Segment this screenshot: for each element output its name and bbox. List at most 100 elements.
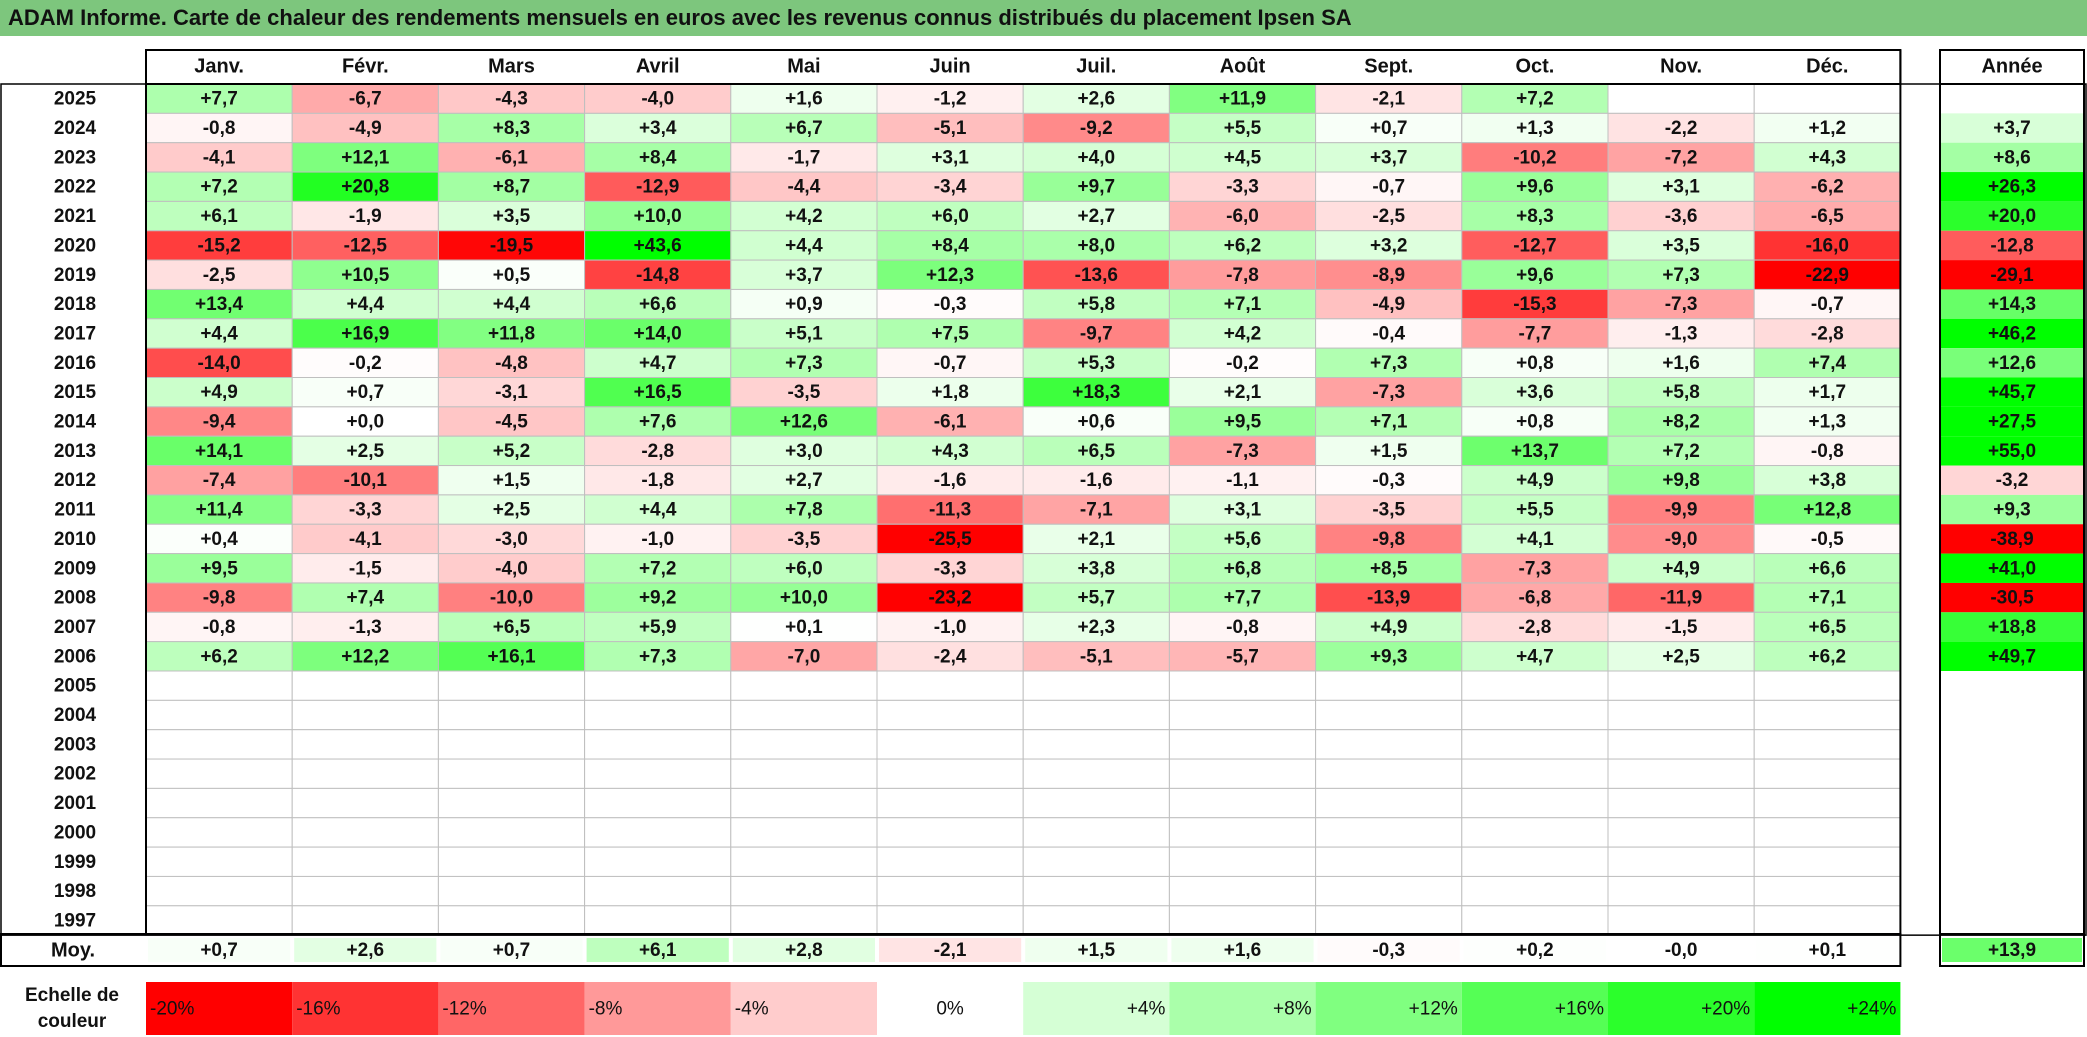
- heatmap-cell: [1607, 83, 1755, 114]
- heatmap-cell: [584, 200, 732, 232]
- cell-value: -11,3: [929, 500, 971, 521]
- annual-value: +41,0: [1988, 558, 2036, 579]
- cell-value: +0,7: [1370, 118, 1408, 139]
- heatmap-cell: [291, 142, 439, 173]
- cell-value: +7,5: [931, 323, 969, 344]
- average-cell: [294, 938, 437, 962]
- month-header-frame: [145, 49, 1902, 85]
- heatmap-cell: [145, 670, 293, 701]
- heatmap-cell: [584, 523, 732, 555]
- year-label: 2011: [54, 500, 96, 521]
- heatmap-cell: [437, 817, 586, 848]
- cell-value: +3,2: [1370, 235, 1408, 256]
- cell-value: +7,1: [1224, 294, 1262, 315]
- cell-value: +6,2: [200, 646, 238, 667]
- heatmap-cell: [584, 406, 732, 437]
- heatmap-cell: [1315, 465, 1463, 496]
- cell-value: -2,1: [1372, 89, 1405, 110]
- heatmap-cell: [1753, 465, 1901, 496]
- cell-value: +10,0: [780, 588, 828, 609]
- cell-value: +14,1: [195, 441, 244, 462]
- heatmap-cell: [730, 230, 878, 261]
- heatmap-cell: [1607, 318, 1755, 349]
- heatmap-cell: [291, 347, 439, 378]
- heatmap-cell: [437, 611, 586, 643]
- heatmap-cell: [291, 230, 439, 261]
- cell-value: -3,6: [1665, 206, 1698, 227]
- heatmap-cell: [1753, 699, 1901, 731]
- heatmap-cell: [1168, 200, 1317, 232]
- cell-value: +5,5: [1224, 118, 1262, 139]
- heatmap-cell: [876, 758, 1024, 789]
- heatmap-cell: [1022, 200, 1170, 232]
- cell-value: -7,1: [1080, 500, 1113, 521]
- heatmap-cell: [1753, 817, 1901, 848]
- heatmap-cell: [1461, 435, 1609, 467]
- heatmap-cell: [1461, 670, 1609, 701]
- cell-value: +6,6: [639, 294, 677, 315]
- annual-value: +18,8: [1988, 617, 2036, 638]
- heatmap-cell: [291, 846, 439, 877]
- heatmap-cell: [437, 288, 586, 320]
- annual-cell: [1940, 348, 2084, 378]
- scale-label: +16%: [1555, 999, 1604, 1020]
- year-label: 2004: [54, 705, 97, 726]
- scale-label: +20%: [1701, 999, 1750, 1020]
- average-value: -0,0: [1665, 940, 1698, 961]
- month-header-10: Oct.: [1515, 55, 1554, 77]
- annual-cell: [1940, 260, 2084, 290]
- cell-value: +7,3: [639, 646, 677, 667]
- cell-value: +4,3: [931, 441, 969, 462]
- cell-value: +0,0: [347, 412, 385, 433]
- cell-value: -0,4: [1372, 323, 1405, 344]
- heatmap-cell: [1461, 787, 1609, 819]
- cell-value: -3,1: [495, 382, 528, 403]
- cell-value: +7,4: [1809, 353, 1847, 374]
- heatmap-cell: [437, 846, 586, 877]
- scale-label: 0%: [936, 999, 964, 1020]
- heatmap-cell: [584, 758, 732, 789]
- heatmap-cell: [584, 259, 732, 290]
- heatmap-cell: [584, 787, 732, 819]
- cell-value: +3,7: [785, 265, 823, 286]
- heatmap-cell: [291, 787, 439, 819]
- cell-value: -0,7: [1811, 294, 1844, 315]
- cell-value: +7,7: [200, 89, 238, 110]
- heatmap-cell: [1461, 406, 1609, 437]
- cell-value: +9,7: [1078, 177, 1116, 198]
- cell-value: -9,2: [1080, 118, 1113, 139]
- cell-value: -1,5: [1665, 617, 1698, 638]
- cell-value: -4,3: [495, 89, 528, 110]
- cell-value: -4,0: [641, 89, 674, 110]
- cell-value: +4,9: [1370, 617, 1408, 638]
- heatmap-cell: [145, 729, 293, 760]
- cell-value: -0,2: [1226, 353, 1259, 374]
- heatmap-cell: [1168, 699, 1317, 731]
- heatmap-cell: [876, 259, 1024, 290]
- cell-value: +7,7: [1224, 588, 1262, 609]
- year-label: 2009: [54, 558, 96, 579]
- heatmap-cell: [1753, 259, 1901, 290]
- cell-value: +4,2: [785, 206, 823, 227]
- cell-value: -9,9: [1665, 500, 1698, 521]
- heatmap-cell: [1168, 494, 1317, 525]
- scale-swatch: [584, 982, 731, 1035]
- cell-value: -9,0: [1665, 529, 1698, 550]
- year-label: 2005: [54, 676, 97, 697]
- scale-swatch: [1754, 982, 1901, 1035]
- cell-value: -1,0: [641, 529, 674, 550]
- heatmap-cell: [730, 758, 878, 789]
- heatmap-cell: [437, 347, 586, 378]
- heatmap-cell: [437, 494, 586, 525]
- heatmap-cell: [1022, 171, 1170, 202]
- scale-label: +24%: [1847, 999, 1896, 1020]
- scale-label: +8%: [1273, 999, 1312, 1020]
- heatmap-cell: [584, 553, 732, 584]
- cell-value: +6,7: [785, 118, 823, 139]
- heatmap-cell: [1315, 817, 1463, 848]
- heatmap-cell: [291, 905, 439, 936]
- heatmap-cell: [437, 171, 586, 202]
- cell-value: +8,4: [931, 235, 969, 256]
- average-value: +0,7: [493, 940, 531, 961]
- heatmap-cell: [1753, 758, 1901, 789]
